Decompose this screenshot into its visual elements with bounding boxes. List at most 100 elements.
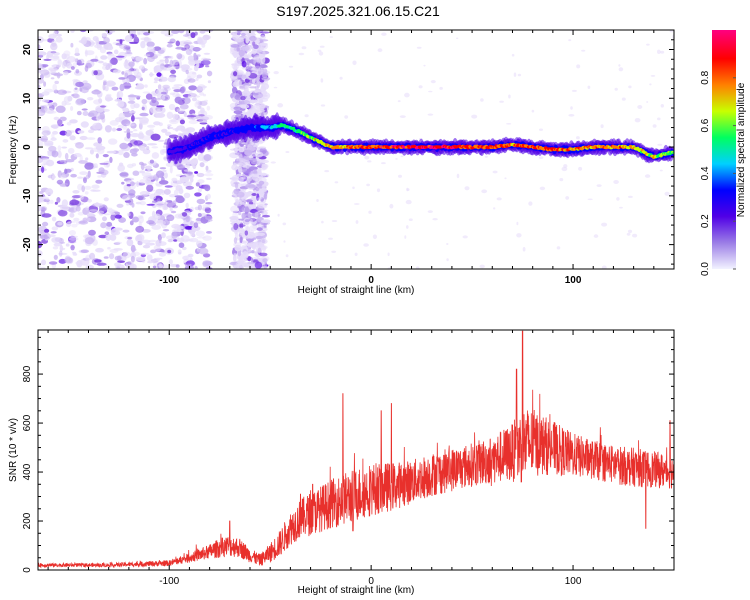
noise-speckle — [53, 254, 58, 260]
noise-speckle — [58, 250, 63, 257]
noise-speckle — [85, 62, 92, 69]
noise-speckle — [246, 175, 253, 182]
noise-speckle — [57, 221, 63, 226]
noise-speckle — [41, 99, 50, 103]
noise-speckle — [50, 42, 58, 51]
noise-speckle — [234, 147, 238, 153]
colorbar-gradient — [712, 30, 736, 269]
noise-speckle — [173, 239, 178, 242]
noise-speckle — [334, 181, 339, 184]
noise-speckle — [41, 166, 45, 173]
noise-speckle — [256, 151, 264, 158]
noise-speckle — [167, 239, 174, 243]
noise-speckle — [262, 258, 268, 263]
noise-speckle — [197, 213, 202, 217]
noise-speckle — [166, 111, 174, 120]
noise-speckle — [169, 166, 173, 174]
noise-speckle — [70, 244, 75, 251]
noise-speckle — [205, 169, 212, 173]
noise-speckle — [47, 234, 56, 238]
noise-speckle — [194, 101, 200, 108]
noise-speckle — [97, 115, 105, 120]
noise-speckle — [173, 229, 183, 232]
noise-speckle — [61, 90, 72, 94]
noise-speckle — [570, 106, 573, 110]
noise-speckle — [233, 110, 243, 115]
noise-speckle — [163, 142, 168, 145]
noise-speckle — [408, 218, 413, 221]
noise-speckle — [204, 173, 214, 177]
noise-speckle — [106, 81, 117, 87]
noise-speckle — [251, 173, 259, 178]
noise-speckle — [238, 147, 245, 153]
spectrogram-y-tick-label: -10 — [22, 188, 33, 203]
noise-speckle — [117, 124, 124, 129]
noise-speckle — [106, 150, 117, 154]
noise-speckle — [112, 69, 121, 74]
noise-speckle — [52, 246, 59, 250]
noise-speckle — [626, 232, 631, 236]
noise-speckle — [162, 229, 170, 232]
noise-speckle — [51, 237, 61, 243]
noise-speckle — [301, 46, 307, 50]
noise-speckle — [652, 124, 657, 128]
noise-speckle — [40, 259, 47, 266]
noise-speckle — [649, 83, 652, 86]
noise-speckle — [248, 73, 258, 79]
noise-speckle — [259, 39, 269, 42]
noise-speckle — [180, 125, 185, 133]
noise-speckle — [233, 188, 239, 195]
noise-speckle — [76, 110, 82, 116]
noise-speckle — [185, 171, 194, 175]
noise-speckle — [122, 229, 130, 233]
noise-speckle — [406, 225, 409, 229]
noise-speckle — [65, 243, 70, 247]
noise-speckle — [240, 104, 249, 109]
noise-speckle — [82, 80, 88, 84]
noise-speckle — [179, 86, 185, 94]
noise-speckle — [77, 130, 85, 134]
noise-speckle — [193, 52, 197, 60]
noise-speckle — [234, 244, 242, 252]
noise-speckle — [167, 65, 177, 70]
noise-speckle — [130, 102, 136, 110]
noise-speckle — [84, 65, 89, 72]
noise-speckle — [187, 95, 192, 99]
noise-speckle — [262, 68, 268, 74]
noise-speckle — [142, 244, 151, 249]
noise-speckle — [119, 142, 128, 150]
noise-speckle — [203, 52, 211, 55]
noise-speckle — [92, 122, 102, 130]
noise-speckle — [116, 103, 124, 106]
noise-speckle — [136, 181, 140, 187]
noise-speckle — [637, 105, 643, 109]
noise-speckle — [41, 213, 52, 218]
noise-speckle — [84, 237, 94, 245]
noise-speckle — [446, 258, 449, 262]
noise-speckle — [94, 89, 99, 92]
noise-speckle — [277, 103, 284, 108]
noise-speckle — [251, 193, 257, 196]
noise-speckle — [121, 181, 125, 185]
noise-speckle — [252, 241, 259, 248]
noise-speckle — [166, 200, 173, 203]
noise-speckle — [129, 148, 138, 154]
noise-speckle — [282, 222, 287, 226]
noise-speckle — [113, 49, 119, 55]
noise-speckle — [127, 100, 136, 104]
noise-speckle — [565, 196, 570, 200]
noise-speckle — [146, 41, 155, 48]
noise-speckle — [245, 140, 252, 149]
noise-speckle — [462, 235, 468, 239]
noise-speckle — [198, 247, 209, 255]
noise-speckle — [117, 164, 125, 172]
noise-speckle — [126, 184, 131, 187]
noise-speckle — [74, 47, 80, 55]
noise-speckle — [47, 110, 57, 114]
noise-speckle — [660, 50, 665, 54]
noise-speckle — [464, 186, 470, 191]
noise-speckle — [97, 137, 102, 144]
noise-speckle — [366, 183, 370, 187]
noise-speckle — [135, 201, 142, 205]
noise-speckle — [254, 211, 259, 219]
